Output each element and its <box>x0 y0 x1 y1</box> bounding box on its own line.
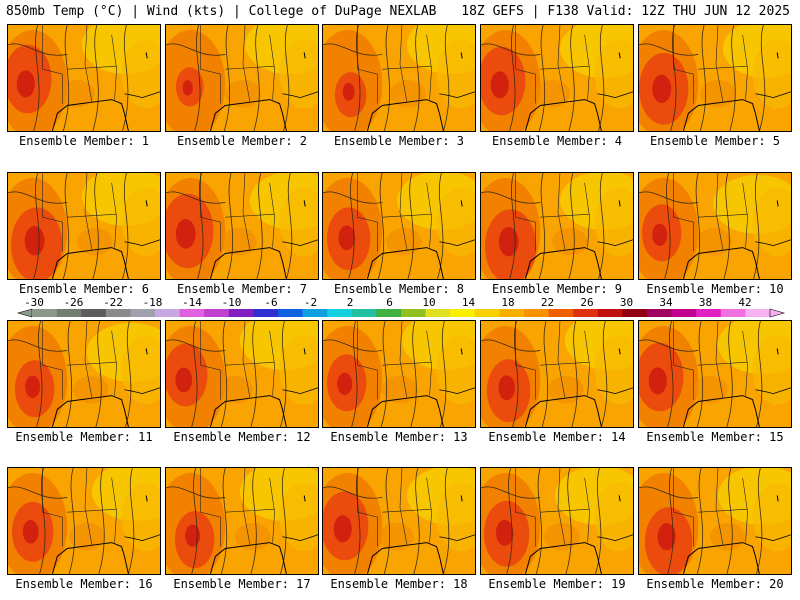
colorbar-swatch <box>302 309 328 317</box>
colorbar-swatch <box>228 309 254 317</box>
ensemble-map-panel <box>7 467 161 575</box>
colorbar-tick-label: -22 <box>103 296 123 309</box>
ensemble-map-panel <box>638 24 792 132</box>
colorbar-swatch <box>253 309 279 317</box>
ensemble-member-label: Ensemble Member: 8 <box>333 282 465 296</box>
colorbar-tick-label: 38 <box>698 296 713 309</box>
ensemble-map-panel <box>480 172 634 280</box>
colorbar-arrow-right <box>769 308 786 318</box>
colorbar-swatch <box>720 309 746 317</box>
colorbar-tick-label: -2 <box>303 296 318 309</box>
map-title: 850mb Temp (°C) | Wind (kts) | College o… <box>6 4 437 19</box>
colorbar-arrow-left <box>16 308 33 318</box>
colorbar-swatch <box>401 309 426 317</box>
ensemble-map-panel <box>7 172 161 280</box>
colorbar-swatch <box>81 309 107 317</box>
ensemble-member-label: Ensemble Member: 10 <box>646 282 784 296</box>
temperature-colorbar <box>16 308 786 318</box>
ensemble-map-panel <box>638 320 792 428</box>
ensemble-member-label: Ensemble Member: 18 <box>330 577 468 591</box>
ensemble-map-panel <box>7 24 161 132</box>
colorbar-swatch <box>56 309 82 317</box>
ensemble-member-label: Ensemble Member: 1 <box>18 134 150 148</box>
colorbar-swatch <box>474 309 500 317</box>
ensemble-member-label: Ensemble Member: 12 <box>173 430 311 444</box>
colorbar-tick-label: 6 <box>386 296 393 309</box>
ensemble-map-panel <box>480 467 634 575</box>
ensemble-member-label: Ensemble Member: 2 <box>176 134 308 148</box>
ensemble-map-panel <box>7 320 161 428</box>
colorbar-tick-label: -10 <box>221 296 242 309</box>
ensemble-member-label: Ensemble Member: 15 <box>646 430 784 444</box>
ensemble-member-label: Ensemble Member: 20 <box>646 577 784 591</box>
colorbar-swatch <box>105 309 131 317</box>
ensemble-map-panel <box>638 172 792 280</box>
ensemble-map-panel <box>480 24 634 132</box>
colorbar-swatch <box>499 309 525 317</box>
ensemble-map-panel <box>322 467 476 575</box>
colorbar-tick-label: -18 <box>142 296 163 309</box>
ensemble-map-panel <box>638 467 792 575</box>
ensemble-member-label: Ensemble Member: 9 <box>491 282 623 296</box>
ensemble-map-panel <box>480 320 634 428</box>
ensemble-map-panel <box>165 467 319 575</box>
ensemble-member-label: Ensemble Member: 14 <box>488 430 626 444</box>
ensemble-member-label: Ensemble Member: 6 <box>18 282 150 296</box>
colorbar-swatch <box>278 309 303 317</box>
colorbar-tick-label: 42 <box>738 296 752 309</box>
colorbar-swatch <box>327 309 353 317</box>
ensemble-member-label: Ensemble Member: 17 <box>173 577 311 591</box>
ensemble-member-label: Ensemble Member: 7 <box>176 282 308 296</box>
colorbar-swatch <box>622 309 648 317</box>
ensemble-map-panel <box>322 24 476 132</box>
colorbar-swatch <box>155 309 180 317</box>
colorbar-swatch <box>32 309 57 317</box>
colorbar-tick-label: -30 <box>24 296 44 309</box>
colorbar-swatch <box>204 309 230 317</box>
colorbar-tick-label: 2 <box>346 296 354 309</box>
colorbar-swatch <box>573 309 599 317</box>
colorbar-swatch <box>351 309 377 317</box>
ensemble-member-label: Ensemble Member: 19 <box>488 577 626 591</box>
ensemble-member-label: Ensemble Member: 5 <box>649 134 781 148</box>
model-run-info: 18Z GEFS | F138 Valid: 12Z THU JUN 12 20… <box>461 4 790 19</box>
ensemble-member-label: Ensemble Member: 13 <box>330 430 468 444</box>
ensemble-map-panel <box>165 172 319 280</box>
colorbar-swatch <box>745 309 771 317</box>
ensemble-member-label: Ensemble Member: 4 <box>491 134 623 148</box>
colorbar-tick-label: -14 <box>182 296 202 309</box>
colorbar-tick-label: 34 <box>659 296 673 309</box>
colorbar-tick-label: -26 <box>63 296 84 309</box>
colorbar-swatch <box>524 309 549 317</box>
colorbar-swatch <box>696 309 722 317</box>
colorbar-swatch <box>597 309 623 317</box>
colorbar-tick-label: 26 <box>580 296 594 309</box>
colorbar-swatch <box>647 309 672 317</box>
colorbar-tick-label: 30 <box>619 296 634 309</box>
colorbar-swatch <box>450 309 476 317</box>
colorbar-swatch <box>548 309 574 317</box>
ensemble-member-label: Ensemble Member: 3 <box>333 134 465 148</box>
colorbar-tick-label: 18 <box>501 296 515 309</box>
ensemble-member-label: Ensemble Member: 16 <box>15 577 153 591</box>
ensemble-member-label: Ensemble Member: 11 <box>15 430 153 444</box>
ensemble-map-panel <box>165 320 319 428</box>
colorbar-swatch <box>376 309 402 317</box>
ensemble-map-panel <box>322 172 476 280</box>
ensemble-map-panel <box>165 24 319 132</box>
colorbar-tick-label: 14 <box>461 296 476 309</box>
ensemble-map-panel <box>322 320 476 428</box>
colorbar-swatch <box>130 309 156 317</box>
colorbar-swatch <box>179 309 205 317</box>
colorbar-tick-label: -6 <box>264 296 278 309</box>
colorbar-tick-label: 22 <box>540 296 555 309</box>
colorbar-tick-label: 10 <box>422 296 436 309</box>
colorbar-swatch <box>671 309 697 317</box>
colorbar-swatch <box>425 309 451 317</box>
